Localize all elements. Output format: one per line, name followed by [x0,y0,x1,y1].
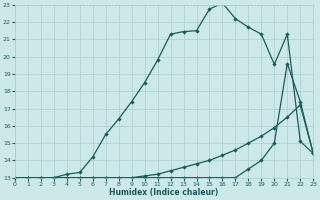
X-axis label: Humidex (Indice chaleur): Humidex (Indice chaleur) [109,188,219,197]
